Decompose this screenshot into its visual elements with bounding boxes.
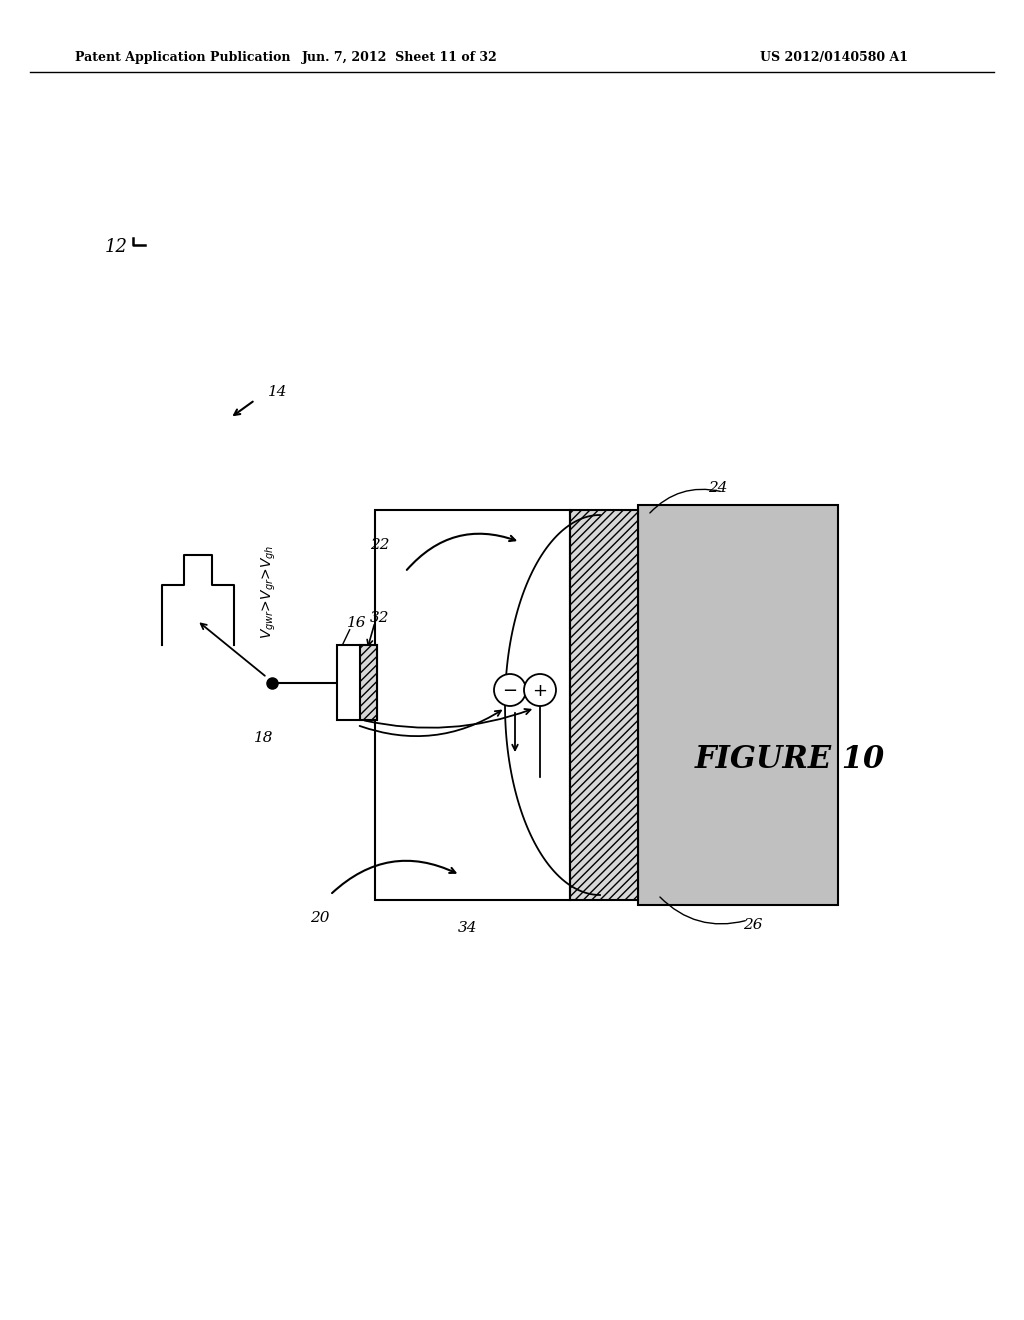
Text: 24: 24 [709,480,728,495]
Bar [360,645,377,719]
Bar [570,510,638,900]
Bar [337,645,377,719]
Text: 12: 12 [105,238,128,256]
Text: +: + [532,682,548,700]
Bar [375,510,570,900]
Text: 22: 22 [370,539,389,552]
Text: $V_{gwr}$>$V_{gr}$>$V_{gh}$: $V_{gwr}$>$V_{gr}$>$V_{gh}$ [260,545,279,639]
Text: US 2012/0140580 A1: US 2012/0140580 A1 [760,51,908,65]
Text: −: − [503,682,517,700]
Text: 34: 34 [458,921,477,935]
Text: 20: 20 [310,911,330,925]
Bar [360,645,377,719]
Text: 14: 14 [268,385,288,399]
Circle shape [524,675,556,706]
Text: 18: 18 [254,730,273,744]
Text: 26: 26 [743,917,763,932]
Bar [570,510,638,900]
Text: 32: 32 [370,611,389,624]
Text: Patent Application Publication: Patent Application Publication [75,51,291,65]
Text: FIGURE 10: FIGURE 10 [695,744,885,776]
Text: Jun. 7, 2012  Sheet 11 of 32: Jun. 7, 2012 Sheet 11 of 32 [302,51,498,65]
Circle shape [494,675,526,706]
Text: 16: 16 [347,616,367,630]
Bar [638,506,838,906]
